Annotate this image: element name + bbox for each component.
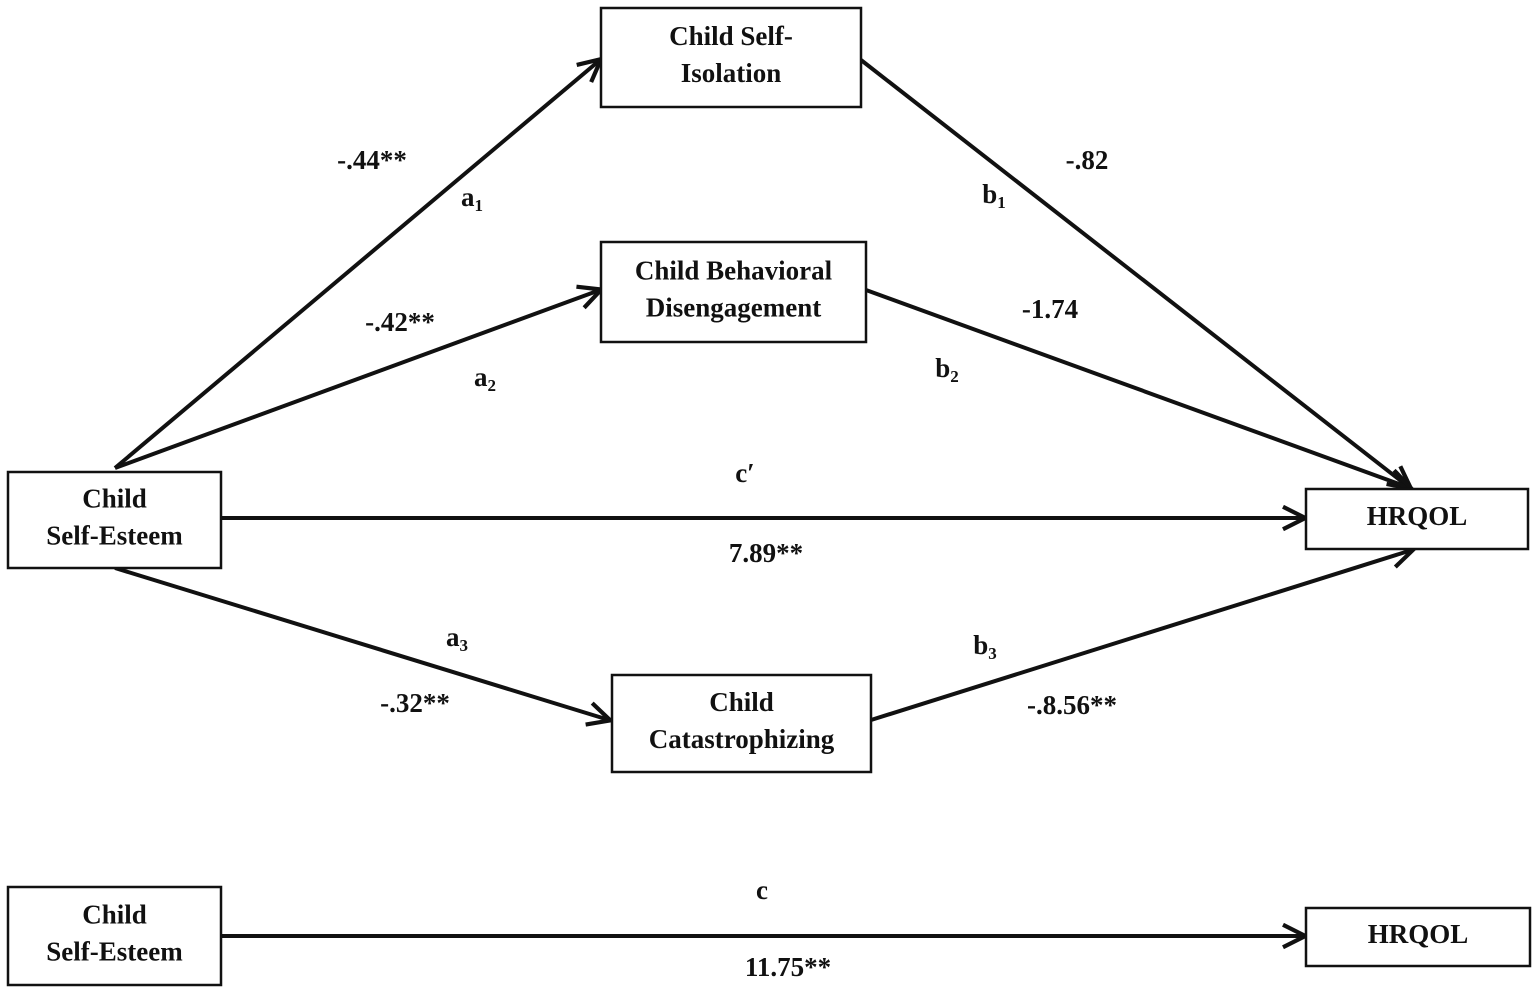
path-letter: c′ (735, 458, 755, 488)
path-letter: b (935, 353, 950, 383)
node-label: Catastrophizing (649, 724, 835, 754)
node-label: Child (82, 484, 147, 514)
arrow (870, 550, 1412, 722)
nodes: Child Self- Isolation Child Behavioral Dise… (6, 6, 1532, 987)
node-label: HRQOL (1367, 501, 1468, 531)
path-label: a2 (474, 362, 496, 395)
node-label: Child (82, 900, 147, 930)
coefficient: -.32** (380, 688, 450, 718)
node-box (599, 6, 863, 109)
arrow (859, 58, 1410, 488)
node-label: Self-Esteem (46, 937, 183, 967)
coefficient: -.42** (365, 307, 435, 337)
coefficient: -.82 (1066, 145, 1109, 175)
path-subscript: 2 (488, 376, 497, 395)
node-label: Isolation (681, 58, 782, 88)
node-box (1304, 906, 1532, 968)
path-label: b3 (973, 630, 997, 663)
arrow (113, 60, 600, 470)
node-label: Self-Esteem (46, 521, 183, 551)
path-letter: a (446, 622, 460, 652)
node-box (599, 240, 868, 344)
coefficient: -.8.56** (1027, 690, 1117, 720)
path-label: b1 (982, 179, 1006, 212)
node-box (6, 470, 223, 570)
path-subscript: 2 (950, 367, 959, 386)
path-label: c′ (735, 458, 755, 488)
path-letter: a (461, 182, 475, 212)
node-box (6, 885, 223, 987)
node-label: Child Self- (669, 21, 793, 51)
coefficient: 11.75** (745, 952, 831, 982)
path-subscript: 3 (988, 644, 997, 663)
path-label: a1 (461, 182, 483, 215)
path-letter: b (982, 179, 997, 209)
node-label: Child Behavioral (635, 256, 833, 286)
coefficient: -1.74 (1022, 294, 1078, 324)
path-subscript: 1 (997, 193, 1006, 212)
node-label: Disengagement (646, 293, 821, 323)
arrow (865, 288, 1410, 488)
labels: a1-.44**a2-.42**c′7.89**a3-.32**b1-.82b2… (337, 145, 1117, 982)
coefficient: 7.89** (729, 538, 803, 568)
path-letter: a (474, 362, 488, 392)
node-label: Child (709, 687, 774, 717)
node-box (610, 673, 873, 774)
arrow (114, 566, 609, 720)
path-label: b2 (935, 353, 959, 386)
coefficient: -.44** (337, 145, 407, 175)
arrow (114, 290, 600, 470)
node-box (1304, 487, 1530, 551)
path-subscript: 1 (475, 196, 484, 215)
path-label: c (756, 875, 768, 905)
node-label: HRQOL (1368, 919, 1469, 949)
path-letter: c (756, 875, 768, 905)
edges (113, 58, 1412, 936)
path-label: a3 (446, 622, 468, 655)
path-letter: b (973, 630, 988, 660)
path-subscript: 3 (460, 636, 469, 655)
